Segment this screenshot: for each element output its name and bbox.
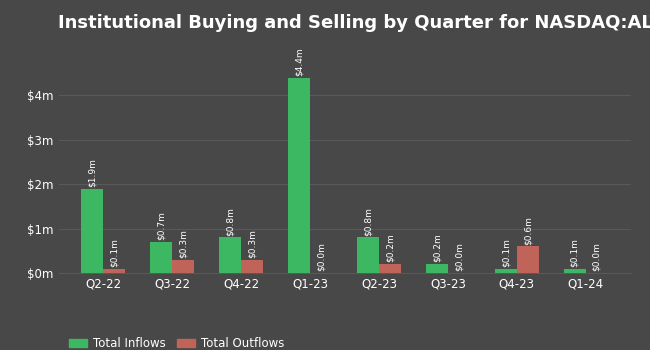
Text: Institutional Buying and Selling by Quarter for NASDAQ:ALTY: Institutional Buying and Selling by Quar… bbox=[58, 14, 650, 32]
Bar bbox=[150, 242, 172, 273]
Bar bbox=[564, 268, 586, 273]
Text: $0.8m: $0.8m bbox=[363, 207, 372, 236]
Bar bbox=[357, 237, 379, 273]
Text: $0.1m: $0.1m bbox=[110, 238, 119, 267]
Text: $0.2m: $0.2m bbox=[385, 233, 395, 262]
Bar bbox=[172, 260, 194, 273]
Text: $0.3m: $0.3m bbox=[179, 229, 188, 258]
Text: $0.0m: $0.0m bbox=[317, 242, 326, 271]
Bar bbox=[517, 246, 539, 273]
Bar bbox=[379, 264, 401, 273]
Bar bbox=[103, 268, 125, 273]
Text: $0.2m: $0.2m bbox=[432, 233, 441, 262]
Text: $4.4m: $4.4m bbox=[294, 47, 304, 76]
Text: $0.1m: $0.1m bbox=[570, 238, 579, 267]
Text: $0.0m: $0.0m bbox=[454, 242, 463, 271]
Text: $0.0m: $0.0m bbox=[592, 242, 601, 271]
Text: $0.1m: $0.1m bbox=[501, 238, 510, 267]
Bar bbox=[426, 264, 448, 273]
Text: $0.7m: $0.7m bbox=[157, 211, 166, 240]
Text: $0.6m: $0.6m bbox=[523, 216, 532, 245]
Text: $1.9m: $1.9m bbox=[88, 158, 97, 187]
Bar bbox=[219, 237, 241, 273]
Bar bbox=[288, 78, 310, 273]
Legend: Total Inflows, Total Outflows: Total Inflows, Total Outflows bbox=[64, 332, 289, 350]
Bar bbox=[81, 189, 103, 273]
Bar bbox=[241, 260, 263, 273]
Text: $0.8m: $0.8m bbox=[226, 207, 235, 236]
Text: $0.3m: $0.3m bbox=[248, 229, 257, 258]
Bar bbox=[495, 268, 517, 273]
